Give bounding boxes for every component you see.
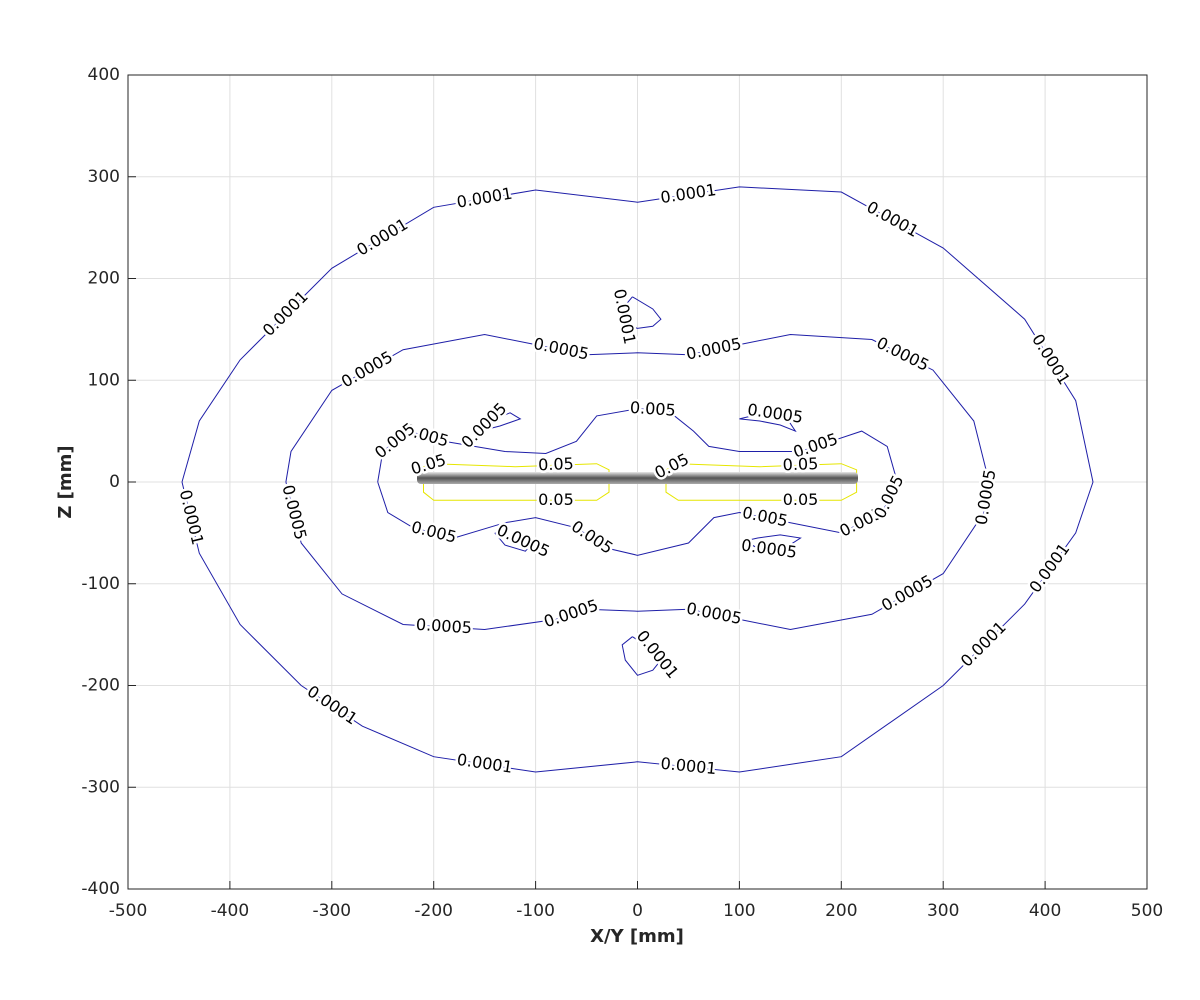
y-tick-label: -100 — [81, 574, 120, 594]
x-tick-label: -300 — [313, 901, 352, 921]
contour-line — [181, 186, 1094, 773]
contour-line — [494, 532, 532, 552]
x-tick-label: -200 — [414, 901, 453, 921]
y-tick-label: -300 — [81, 777, 120, 797]
x-tick-label: 0 — [632, 901, 643, 921]
contour-label: 0.05 — [538, 454, 574, 474]
contour-label: 0.05 — [782, 454, 818, 474]
x-tick-label: -500 — [109, 901, 148, 921]
contour-label: 0.05 — [783, 490, 819, 509]
contour-line — [479, 412, 522, 432]
x-tick-label: -100 — [516, 901, 555, 921]
y-tick-label: 300 — [88, 167, 120, 187]
contour-line — [621, 636, 662, 676]
contour-line — [665, 463, 858, 501]
x-axis-title: X/Y [mm] — [590, 926, 684, 947]
x-tick-label: 100 — [723, 901, 755, 921]
x-tick-label: 500 — [1131, 901, 1163, 921]
y-tick-label: -400 — [81, 879, 120, 899]
y-tick-label: 200 — [88, 269, 120, 289]
sensor-rod — [417, 472, 858, 484]
contours — [181, 186, 1094, 773]
y-tick-label: 400 — [88, 65, 120, 85]
contour-label: 0.005 — [629, 398, 676, 420]
contour-line — [739, 412, 797, 433]
contour-line — [377, 408, 898, 556]
x-tick-label: 300 — [927, 901, 959, 921]
y-tick-label: 100 — [88, 370, 120, 390]
y-tick-label: -200 — [81, 676, 120, 696]
contour-line — [621, 296, 662, 329]
contour-line — [423, 463, 610, 501]
y-axis-title: Z [mm] — [55, 445, 76, 518]
contour-line — [285, 333, 990, 631]
contour-label: 0.05 — [538, 490, 574, 509]
x-tick-label: -400 — [211, 901, 250, 921]
contour-label: 0.0005 — [415, 615, 472, 637]
contour-line — [744, 534, 802, 552]
x-tick-label: 400 — [1029, 901, 1061, 921]
x-tick-label: 200 — [825, 901, 857, 921]
y-tick-label: 0 — [109, 472, 120, 492]
